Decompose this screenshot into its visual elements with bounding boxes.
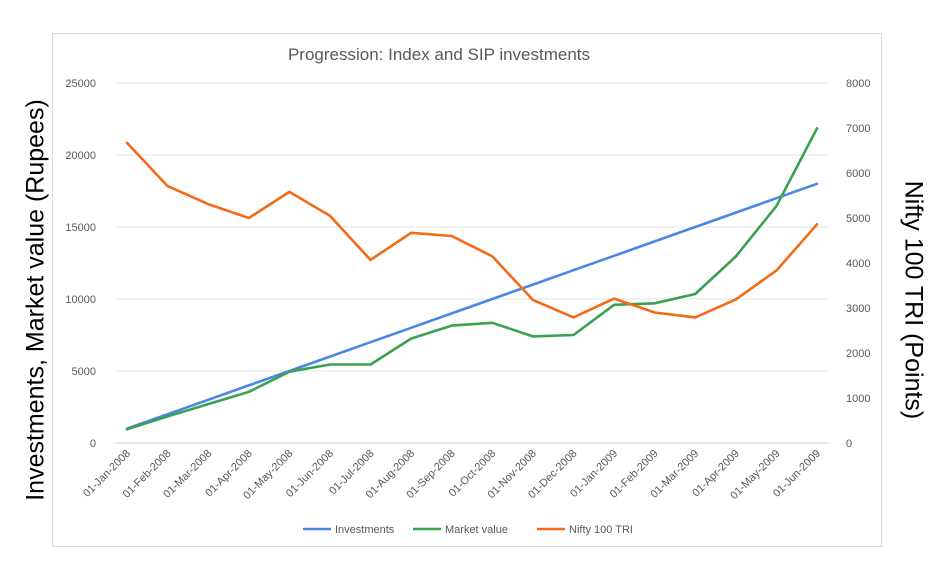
legend-label: Investments	[335, 524, 395, 536]
legend: Investments Market value Nifty 100 TRI	[303, 524, 633, 536]
y-right-tick-label: 6000	[846, 168, 870, 180]
y-axis-right-ticks: 0 1000 2000 3000 4000 5000 6000 7000 8000	[846, 78, 870, 450]
y-right-tick-label: 0	[846, 438, 852, 450]
y-right-tick-label: 3000	[846, 303, 870, 315]
y-axis-left-ticks: 0 5000 10000 15000 20000 25000	[65, 78, 96, 450]
legend-label: Nifty 100 TRI	[569, 524, 633, 536]
y-left-tick-label: 20000	[65, 150, 96, 162]
gridlines	[115, 82, 829, 444]
y-left-tick-label: 10000	[65, 294, 96, 306]
y-right-tick-label: 7000	[846, 123, 870, 135]
series-line-market-value	[125, 127, 819, 431]
y-left-tick-label: 25000	[65, 78, 96, 90]
series-lines	[125, 127, 819, 431]
y-left-tick-label: 0	[90, 438, 96, 450]
chart-title: Progression: Index and SIP investments	[288, 45, 590, 64]
y-right-tick-label: 4000	[846, 258, 870, 270]
x-axis-ticks: 01-Jan-200801-Feb-200801-Mar-200801-Apr-…	[81, 448, 823, 502]
y-right-tick-label: 8000	[846, 78, 870, 90]
y-right-tick-label: 2000	[846, 348, 870, 360]
y-right-tick-label: 5000	[846, 213, 870, 225]
chart-frame	[52, 33, 882, 547]
y-right-tick-label: 1000	[846, 393, 870, 405]
y-left-tick-label: 5000	[72, 366, 96, 378]
series-line-investments	[125, 182, 819, 430]
y-left-tick-label: 15000	[65, 222, 96, 234]
series-line-nifty-100-tri	[125, 141, 819, 319]
legend-label: Market value	[445, 524, 508, 536]
